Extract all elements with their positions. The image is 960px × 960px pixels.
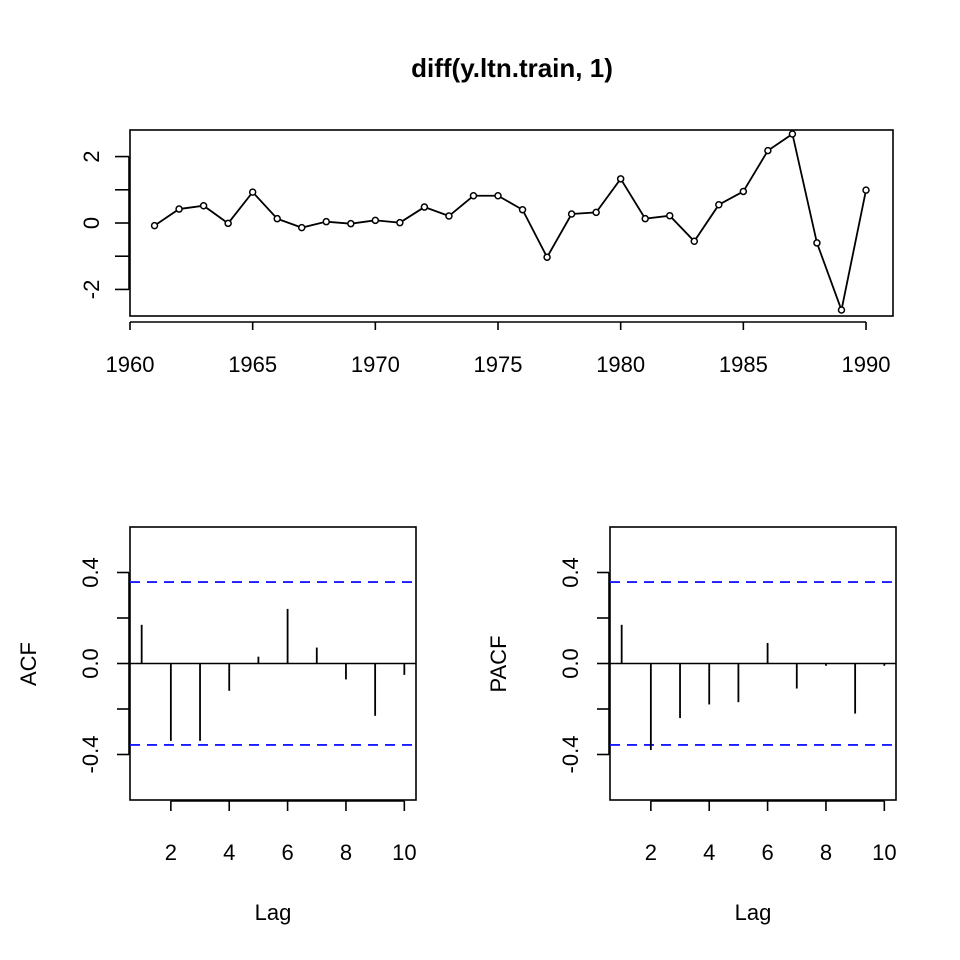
data-point-1978 [567, 210, 576, 218]
data-point-1972 [420, 203, 429, 211]
x-tick-label-1960: 1960 [106, 352, 155, 377]
pacf-y-axis: -0.4 0.0 0.4 [558, 557, 610, 774]
data-point-1987 [788, 130, 797, 138]
pacf-x-axis: 2 4 6 8 10 [645, 800, 897, 865]
pacf-y-axis-label: PACF [486, 635, 511, 692]
time-series-line [154, 132, 867, 314]
data-point-1968 [322, 217, 331, 226]
pacf-x-tick-label-10: 10 [872, 840, 896, 865]
acf-panel: 2 4 6 8 10 -0.4 0.0 0.4 Lag ACF [16, 526, 417, 925]
data-point-1977 [543, 253, 551, 261]
data-point-1988 [813, 239, 821, 247]
acf-x-tick-label-10: 10 [392, 840, 416, 865]
data-point-1962 [175, 205, 183, 213]
data-point-1985 [739, 187, 748, 196]
data-point-1975 [494, 192, 502, 200]
data-point-1970 [371, 216, 380, 225]
data-point-1965 [248, 188, 257, 196]
pacf-plot-content [610, 581, 896, 750]
data-point-1990 [862, 186, 870, 194]
data-point-1973 [445, 212, 453, 220]
pacf-y-tick-label-0.0: 0.0 [558, 648, 583, 679]
pacf-panel: 2 4 6 8 10 -0.4 0.0 0.4 Lag PACF [486, 526, 897, 925]
data-point-1961 [150, 221, 159, 230]
y-tick-label--2: -2 [79, 280, 104, 300]
time-series-points [150, 130, 870, 314]
x-tick-label-1990: 1990 [842, 352, 891, 377]
data-point-1974 [469, 192, 478, 200]
x-tick-label-1970: 1970 [351, 352, 400, 377]
time-series-y-axis: -2 0 2 [79, 150, 130, 300]
data-point-1963 [199, 201, 208, 210]
pacf-x-tick-label-6: 6 [761, 840, 773, 865]
acf-x-axis-label: Lag [255, 900, 292, 925]
pacf-x-axis-label: Lag [735, 900, 772, 925]
data-point-1982 [665, 211, 674, 220]
pacf-x-tick-label-8: 8 [820, 840, 832, 865]
acf-y-tick-label-0.4: 0.4 [78, 557, 103, 588]
data-point-1989 [837, 306, 846, 314]
time-series-plot-frame [129, 129, 894, 317]
data-point-1986 [764, 146, 772, 155]
data-point-1979 [592, 208, 600, 217]
acf-x-tick-label-8: 8 [340, 840, 352, 865]
data-point-1964 [224, 219, 232, 228]
y-tick-label-0: 0 [79, 217, 104, 229]
pacf-y-tick-label-0.4: 0.4 [558, 557, 583, 588]
acf-y-tick-label-0.0: 0.0 [78, 648, 103, 679]
time-series-x-axis: 1960 1965 1970 1975 1980 1985 1990 [106, 321, 891, 377]
x-tick-label-1980: 1980 [596, 352, 645, 377]
acf-plot-content [130, 581, 416, 746]
data-point-1980 [616, 175, 625, 183]
data-point-1983 [690, 237, 699, 246]
data-point-1966 [273, 214, 281, 223]
pacf-x-tick-label-4: 4 [703, 840, 715, 865]
data-point-1984 [715, 200, 723, 209]
acf-x-tick-label-2: 2 [165, 840, 177, 865]
pacf-y-tick-label--0.4: -0.4 [558, 736, 583, 774]
y-tick-label-2: 2 [79, 150, 104, 162]
acf-x-axis: 2 4 6 8 10 [165, 800, 417, 865]
x-tick-label-1965: 1965 [228, 352, 277, 377]
data-point-1976 [518, 205, 527, 214]
acf-y-axis-label: ACF [16, 642, 41, 686]
data-point-1969 [347, 219, 355, 228]
data-point-1981 [641, 214, 649, 223]
data-point-1971 [396, 218, 404, 227]
data-point-1967 [297, 223, 306, 232]
x-tick-label-1985: 1985 [719, 352, 768, 377]
acf-x-tick-label-6: 6 [281, 840, 293, 865]
pacf-x-tick-label-2: 2 [645, 840, 657, 865]
acf-y-tick-label--0.4: -0.4 [78, 736, 103, 774]
acf-y-axis: -0.4 0.0 0.4 [78, 557, 130, 774]
time-series-panel: diff(y.ltn.train, 1) 1960 1965 1970 1975 198… [79, 53, 894, 377]
chart-title: diff(y.ltn.train, 1) [411, 53, 613, 83]
acf-x-tick-label-4: 4 [223, 840, 235, 865]
x-tick-label-1975: 1975 [474, 352, 523, 377]
